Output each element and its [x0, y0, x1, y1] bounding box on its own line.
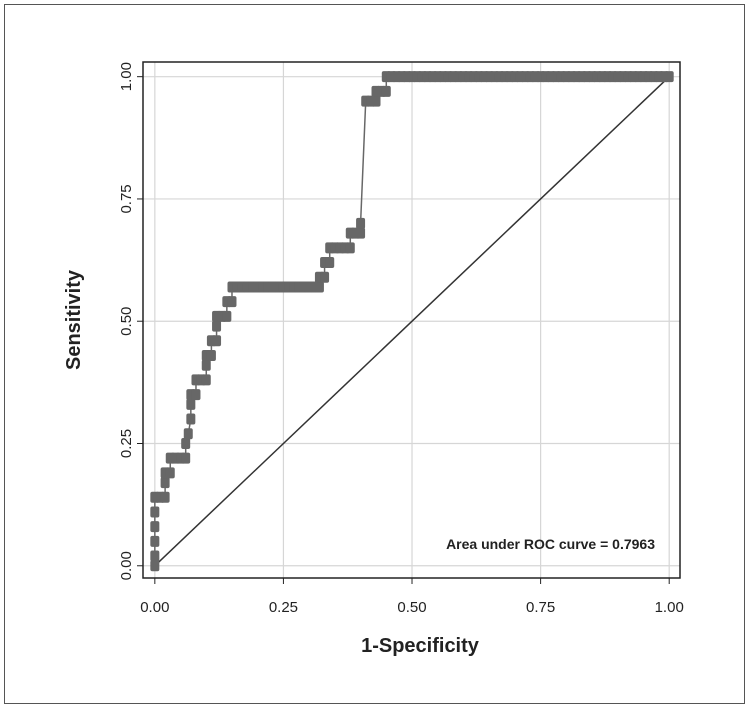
roc-marker — [371, 95, 381, 107]
roc-marker — [227, 296, 237, 308]
x-tick-label: 0.00 — [140, 599, 169, 616]
plot-area — [142, 61, 681, 579]
x-tick-label: 0.75 — [526, 599, 555, 616]
roc-marker — [201, 359, 211, 371]
roc-marker — [191, 389, 201, 401]
roc-marker — [222, 310, 232, 322]
roc-marker — [150, 535, 160, 547]
roc-marker — [320, 271, 330, 283]
annotation: Area under ROC curve = 0.7963 — [446, 536, 655, 552]
y-tick-label: 1.00 — [118, 62, 135, 91]
y-tick-label: 0.25 — [118, 429, 135, 458]
roc-marker — [201, 374, 211, 386]
roc-marker — [160, 477, 170, 489]
roc-marker — [150, 521, 160, 533]
roc-marker — [664, 71, 674, 83]
roc-marker — [150, 560, 160, 572]
roc-marker — [150, 506, 160, 518]
roc-marker — [165, 467, 175, 479]
x-axis-title: 1-Specificity — [361, 635, 480, 657]
y-axis-title: Sensitivity — [63, 269, 85, 370]
roc-marker — [314, 281, 324, 293]
roc-marker — [181, 452, 191, 464]
y-tick-label: 0.75 — [118, 184, 135, 213]
roc-marker — [356, 227, 366, 239]
x-tick-label: 1.00 — [655, 599, 684, 616]
roc-marker — [160, 491, 170, 503]
roc-marker — [183, 428, 193, 440]
roc-marker — [186, 398, 196, 410]
roc-marker — [381, 85, 391, 97]
roc-marker — [356, 217, 366, 229]
roc-marker — [186, 413, 196, 425]
roc-marker — [181, 437, 191, 449]
roc-marker — [206, 349, 216, 361]
x-tick-label: 0.25 — [269, 599, 298, 616]
roc-marker — [345, 242, 355, 254]
y-tick-label: 0.00 — [118, 551, 135, 580]
frame — [4, 4, 745, 704]
reference-line — [154, 76, 670, 567]
roc-marker — [150, 550, 160, 562]
y-tick-label: 0.50 — [118, 307, 135, 336]
roc-marker — [325, 257, 335, 269]
roc-marker — [212, 335, 222, 347]
roc-marker — [212, 320, 222, 332]
x-tick-label: 0.50 — [397, 599, 426, 616]
